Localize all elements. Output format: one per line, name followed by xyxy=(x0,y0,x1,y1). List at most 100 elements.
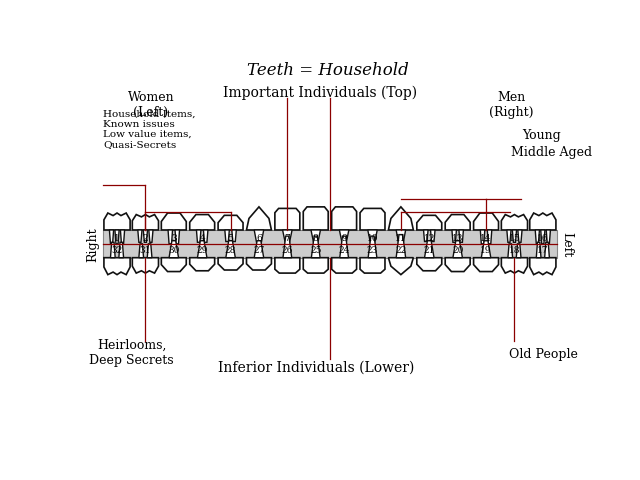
Polygon shape xyxy=(507,230,511,243)
Polygon shape xyxy=(104,214,130,230)
Polygon shape xyxy=(474,258,499,272)
Text: 1: 1 xyxy=(114,234,120,243)
Text: 25: 25 xyxy=(310,246,321,255)
Polygon shape xyxy=(283,230,292,244)
Text: 5: 5 xyxy=(228,234,234,243)
Polygon shape xyxy=(161,214,186,230)
Polygon shape xyxy=(332,258,356,274)
Polygon shape xyxy=(332,207,356,230)
Polygon shape xyxy=(147,244,152,258)
Text: 30: 30 xyxy=(168,246,179,255)
Polygon shape xyxy=(161,258,186,272)
Polygon shape xyxy=(149,230,153,243)
Polygon shape xyxy=(530,258,556,275)
Polygon shape xyxy=(169,241,179,258)
Polygon shape xyxy=(218,216,243,230)
Text: 3: 3 xyxy=(171,234,177,243)
Text: 4: 4 xyxy=(199,234,205,243)
Polygon shape xyxy=(340,237,349,258)
Polygon shape xyxy=(189,215,214,230)
Text: 22: 22 xyxy=(396,246,406,255)
Polygon shape xyxy=(226,241,236,258)
Polygon shape xyxy=(303,207,328,230)
Text: 7: 7 xyxy=(284,234,290,243)
Polygon shape xyxy=(480,230,485,244)
Polygon shape xyxy=(204,230,208,243)
Polygon shape xyxy=(445,258,470,272)
Text: Household Items,
Known issues
Low value items,
Quasi-Secrets: Household Items, Known issues Low value … xyxy=(103,109,196,149)
Polygon shape xyxy=(513,230,516,243)
Polygon shape xyxy=(360,258,385,274)
Polygon shape xyxy=(283,237,292,258)
Text: 26: 26 xyxy=(282,246,293,255)
Text: 28: 28 xyxy=(225,246,236,255)
Text: Young: Young xyxy=(522,129,561,142)
Polygon shape xyxy=(198,241,207,258)
Polygon shape xyxy=(546,230,550,244)
Text: Left: Left xyxy=(560,232,573,257)
Text: 10: 10 xyxy=(367,234,378,243)
Polygon shape xyxy=(535,230,540,244)
Polygon shape xyxy=(545,243,549,258)
Polygon shape xyxy=(388,258,413,275)
Polygon shape xyxy=(501,215,527,230)
Text: 11: 11 xyxy=(395,234,406,243)
Polygon shape xyxy=(459,230,463,243)
Polygon shape xyxy=(132,215,159,230)
Polygon shape xyxy=(360,209,385,230)
Text: Old People: Old People xyxy=(509,347,578,360)
Polygon shape xyxy=(132,258,159,274)
Polygon shape xyxy=(396,230,406,246)
Polygon shape xyxy=(119,243,124,258)
Polygon shape xyxy=(111,243,115,258)
Polygon shape xyxy=(339,230,349,244)
Text: 19: 19 xyxy=(480,246,492,255)
Polygon shape xyxy=(189,258,214,271)
Polygon shape xyxy=(109,230,114,244)
Text: 31: 31 xyxy=(140,246,151,255)
Polygon shape xyxy=(445,215,470,230)
Text: Teeth = Household: Teeth = Household xyxy=(247,61,409,78)
Text: 16: 16 xyxy=(537,234,548,243)
Text: Men
(Right): Men (Right) xyxy=(489,91,534,119)
Polygon shape xyxy=(453,241,463,258)
Text: 8: 8 xyxy=(313,234,319,243)
Polygon shape xyxy=(487,230,492,244)
Polygon shape xyxy=(474,214,499,230)
Polygon shape xyxy=(417,216,442,230)
Polygon shape xyxy=(139,244,143,258)
Polygon shape xyxy=(138,230,142,243)
Text: 15: 15 xyxy=(509,234,520,243)
Text: 13: 13 xyxy=(452,234,463,243)
Text: 32: 32 xyxy=(111,246,123,255)
Polygon shape xyxy=(541,230,545,244)
Polygon shape xyxy=(254,241,264,258)
Polygon shape xyxy=(218,258,243,270)
Polygon shape xyxy=(311,230,321,244)
Text: 14: 14 xyxy=(480,234,492,243)
Text: Women
(Left): Women (Left) xyxy=(127,91,174,119)
Polygon shape xyxy=(396,235,406,258)
Polygon shape xyxy=(232,230,236,242)
Text: 20: 20 xyxy=(452,246,463,255)
Polygon shape xyxy=(303,258,328,274)
Text: 29: 29 xyxy=(196,246,208,255)
Text: Important Individuals (Top): Important Individuals (Top) xyxy=(223,86,417,100)
Polygon shape xyxy=(424,241,434,258)
Text: 6: 6 xyxy=(256,234,262,243)
Polygon shape xyxy=(104,258,130,275)
Polygon shape xyxy=(196,230,201,243)
Text: 9: 9 xyxy=(341,234,347,243)
Polygon shape xyxy=(115,230,119,244)
Polygon shape xyxy=(225,230,229,242)
Polygon shape xyxy=(246,207,271,230)
Polygon shape xyxy=(452,230,456,243)
Polygon shape xyxy=(516,244,521,258)
Polygon shape xyxy=(120,230,125,244)
Polygon shape xyxy=(518,230,522,243)
Polygon shape xyxy=(501,258,527,274)
Text: Right: Right xyxy=(86,227,99,262)
Polygon shape xyxy=(275,258,300,274)
Text: 23: 23 xyxy=(367,246,378,255)
Polygon shape xyxy=(312,237,320,258)
